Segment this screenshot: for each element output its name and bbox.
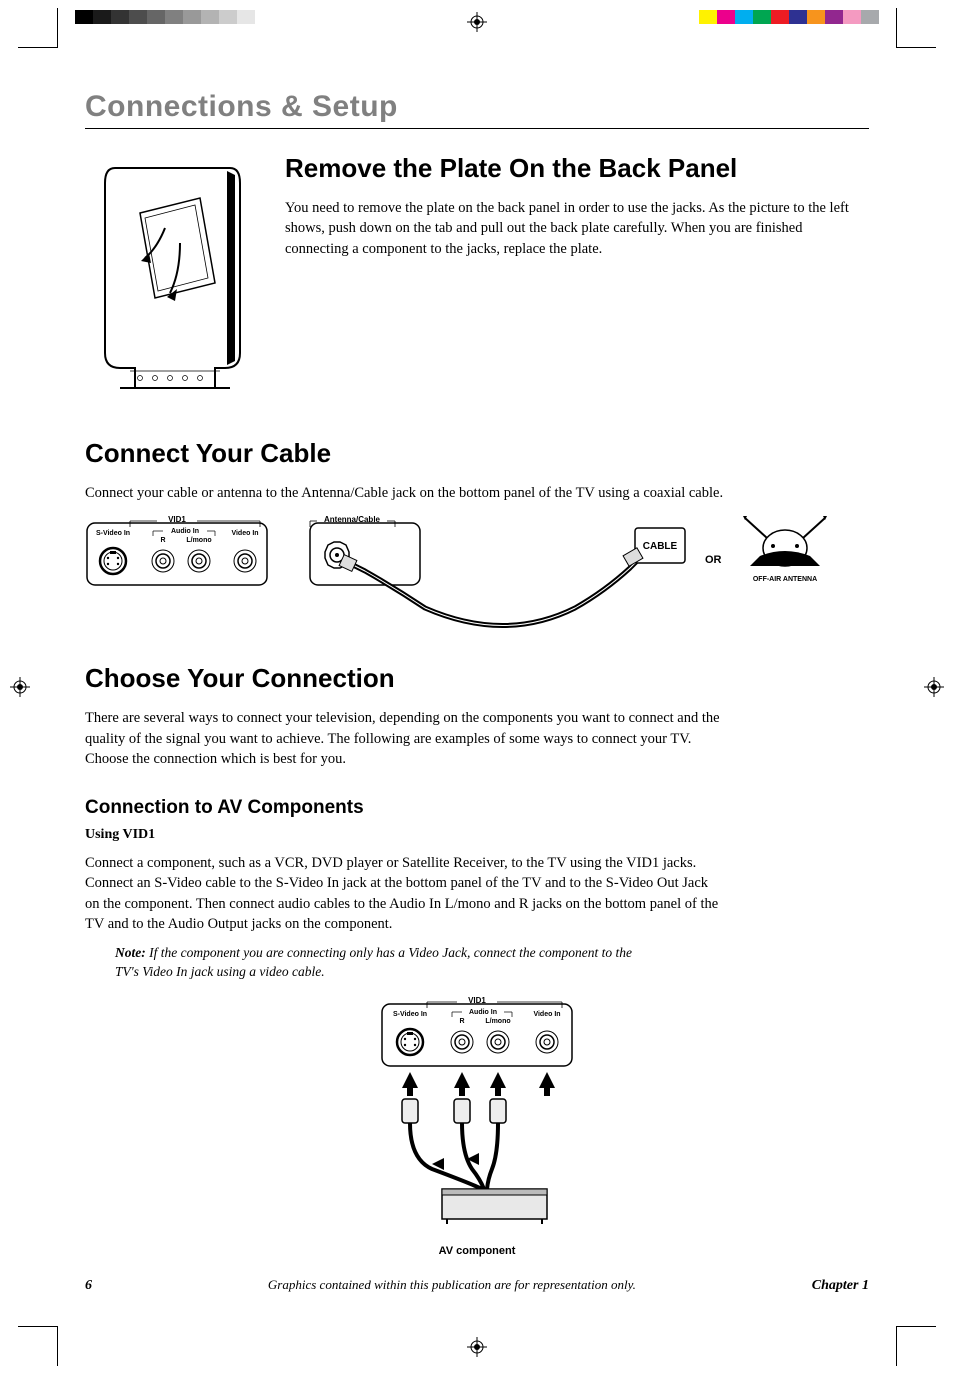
section-remove-plate: Remove the Plate On the Back Panel You n…	[85, 153, 869, 408]
registration-mark-bottom	[467, 1337, 487, 1362]
svg-text:Antenna/Cable: Antenna/Cable	[324, 515, 381, 524]
cable-connection-diagram: VID1 S-Video In Audio In R L/mono Video …	[85, 513, 869, 633]
svg-text:R: R	[160, 537, 165, 544]
svg-text:R: R	[459, 1018, 464, 1025]
svg-text:S-Video In: S-Video In	[96, 530, 130, 537]
svg-text:OFF-AIR ANTENNA: OFF-AIR ANTENNA	[753, 576, 817, 583]
note-text: Note: If the component you are connectin…	[85, 944, 645, 982]
section2-body: Connect your cable or antenna to the Ant…	[85, 483, 725, 503]
vid1-connection-diagram: VID1 S-Video In Audio In R L/mono Video …	[85, 994, 869, 1257]
svg-text:L/mono: L/mono	[485, 1018, 510, 1025]
page-number: 6	[85, 1278, 92, 1294]
svg-text:OR: OR	[705, 554, 722, 566]
using-vid1-label: Using VID1	[85, 827, 869, 843]
svg-text:VID1: VID1	[468, 996, 486, 1005]
chapter-title: Connections & Setup	[85, 90, 869, 129]
printer-marks-top	[0, 0, 954, 50]
crop-mark-tl	[18, 8, 58, 48]
svg-text:S-Video In: S-Video In	[393, 1011, 427, 1018]
crop-mark-br	[896, 1326, 936, 1366]
av-component-label: AV component	[85, 1245, 869, 1257]
registration-mark-left	[10, 677, 30, 697]
registration-mark-top	[467, 12, 487, 32]
crop-mark-bl	[18, 1326, 58, 1366]
subsection-title: Connection to AV Components	[85, 797, 869, 819]
chapter-reference: Chapter 1	[812, 1278, 869, 1294]
section1-body: You need to remove the plate on the back…	[285, 198, 869, 259]
section1-title: Remove the Plate On the Back Panel	[285, 153, 869, 184]
crop-mark-tr	[896, 8, 936, 48]
page-footer: 6 Graphics contained within this publica…	[85, 1277, 869, 1294]
section2-title: Connect Your Cable	[85, 438, 869, 469]
grayscale-swatches	[75, 10, 255, 24]
svg-text:Audio In: Audio In	[469, 1009, 497, 1016]
svg-text:Audio In: Audio In	[171, 528, 199, 535]
color-swatches	[699, 10, 879, 24]
svg-text:Video In: Video In	[231, 530, 258, 537]
cable-diagram-svg: VID1 S-Video In Audio In R L/mono Video …	[85, 513, 845, 643]
vid1-label: VID1	[168, 515, 186, 524]
svg-text:CABLE: CABLE	[643, 541, 678, 552]
printer-marks-bottom	[0, 1324, 954, 1374]
section3-body: There are several ways to connect your t…	[85, 708, 725, 769]
registration-mark-right	[924, 677, 944, 697]
section3-title: Choose Your Connection	[85, 663, 869, 694]
tv-back-panel-illustration	[85, 153, 255, 408]
svg-text:Video In: Video In	[533, 1011, 560, 1018]
subsection-body: Connect a component, such as a VCR, DVD …	[85, 853, 725, 934]
svg-text:L/mono: L/mono	[186, 537, 211, 544]
footer-disclaimer: Graphics contained within this publicati…	[268, 1277, 636, 1293]
page-content: Connections & Setup	[0, 50, 954, 1314]
